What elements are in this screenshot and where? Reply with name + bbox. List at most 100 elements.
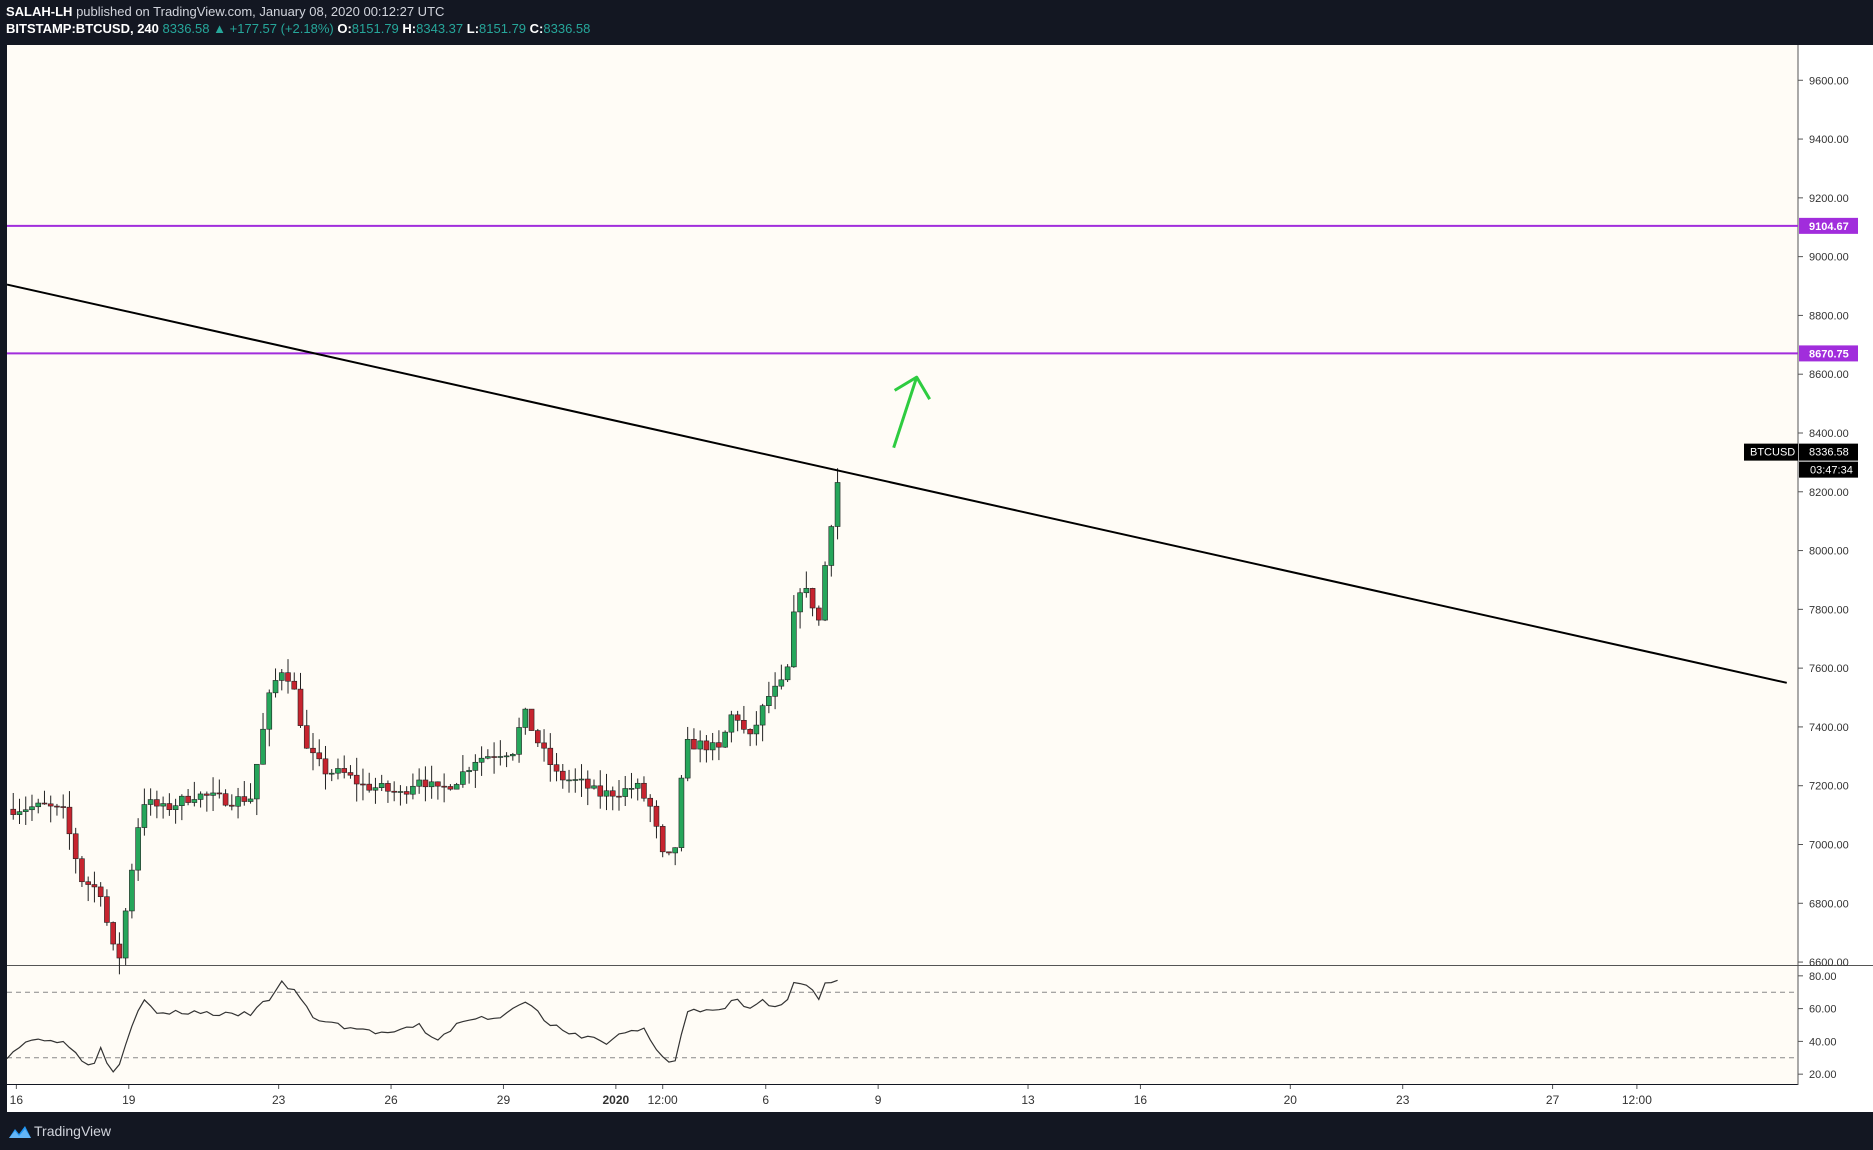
- candle: [528, 708, 535, 731]
- price-ticks: 6600.00 6800.00 7000.00 7200.00 7400.00 7600.…: [1798, 75, 1849, 1081]
- level-price-tag: [1799, 217, 1858, 234]
- candle-body: [135, 827, 141, 871]
- candle-body: [335, 768, 341, 774]
- candle-body: [360, 783, 366, 786]
- time-tick-label: 6: [762, 1093, 769, 1107]
- time-tick-label: 19: [122, 1093, 136, 1107]
- price-tick-label: 8800.00: [1809, 310, 1849, 322]
- candle-body: [535, 730, 541, 744]
- candle-body: [716, 742, 722, 748]
- candle: [628, 772, 635, 799]
- time-tick-label: 16: [1134, 1093, 1148, 1107]
- candle-body: [809, 588, 816, 609]
- candle: [303, 709, 310, 749]
- candle-body: [741, 719, 747, 730]
- candle: [416, 768, 422, 794]
- chart-canvas[interactable]: 6600.00 6800.00 7000.00 7200.00 7400.00 7600.…: [0, 44, 1873, 1112]
- time-tick-label: 23: [1396, 1093, 1410, 1107]
- candle-body: [141, 804, 148, 828]
- price-tick-label: 9400.00: [1809, 134, 1849, 146]
- symbol-interval[interactable]: BITSTAMP:BTCUSD, 240: [6, 21, 159, 36]
- tradingview-logo-icon[interactable]: [8, 1122, 32, 1142]
- candle: [641, 776, 647, 802]
- candle-body: [485, 756, 491, 759]
- candle: [154, 790, 160, 819]
- candle: [566, 769, 572, 793]
- candle-body: [697, 740, 703, 750]
- candle: [235, 787, 241, 819]
- candle: [297, 672, 304, 728]
- candle: [497, 740, 504, 766]
- candle-body: [678, 777, 685, 848]
- time-tick-label: 12:00: [1622, 1093, 1652, 1107]
- candle: [491, 742, 497, 774]
- time-tick-label: 12:00: [648, 1093, 678, 1107]
- candle-body: [191, 799, 198, 803]
- candle: [766, 681, 772, 714]
- price-change: +177.57 (+2.18%): [229, 21, 334, 36]
- time-axis[interactable]: [7, 1085, 1873, 1112]
- candle: [541, 729, 547, 762]
- price-tick-label: 9600.00: [1809, 75, 1849, 87]
- candle-body: [759, 705, 766, 726]
- candle-body: [91, 884, 98, 888]
- candle-body: [578, 778, 585, 781]
- candle-body: [366, 783, 372, 791]
- candle: [60, 794, 67, 819]
- candle-body: [104, 896, 110, 923]
- candle-body: [791, 611, 797, 668]
- candle-body: [166, 803, 173, 810]
- candle-body: [497, 756, 504, 758]
- level-price-tag: [1799, 345, 1858, 362]
- candle: [697, 730, 703, 763]
- candle: [403, 786, 410, 804]
- countdown-tag: [1799, 461, 1858, 478]
- candle-body: [541, 742, 547, 749]
- rsi-indicator: [6, 979, 1798, 1073]
- candle: [72, 827, 79, 874]
- candle: [322, 745, 329, 790]
- author-name[interactable]: SALAH-LH: [6, 4, 73, 19]
- candle: [54, 803, 60, 816]
- chart-header: SALAH-LH published on TradingView.com, J…: [0, 0, 1873, 44]
- candle: [422, 766, 429, 802]
- candle-body: [341, 768, 348, 773]
- rsi-pane[interactable]: [7, 966, 1798, 1084]
- candle-body: [466, 770, 472, 773]
- candle: [79, 856, 85, 887]
- candle-body: [622, 788, 629, 797]
- candle: [397, 785, 404, 806]
- low-label: L:: [466, 21, 480, 36]
- candle: [572, 768, 579, 793]
- candle: [335, 758, 341, 780]
- candle-body: [659, 826, 666, 853]
- candle: [166, 793, 173, 816]
- price-pane[interactable]: [7, 45, 1798, 965]
- candle-body: [110, 922, 116, 945]
- open-value: 8151.79: [351, 21, 399, 36]
- candle-body: [803, 588, 810, 594]
- candle: [229, 794, 235, 811]
- tradingview-brand[interactable]: TradingView: [34, 1123, 112, 1139]
- candle: [753, 711, 760, 746]
- candle: [503, 752, 510, 768]
- candle: [22, 796, 29, 825]
- candle: [222, 789, 229, 807]
- candle: [672, 847, 678, 866]
- candle-body: [684, 738, 691, 779]
- candle-body: [797, 592, 803, 613]
- symbol-tag: [1744, 443, 1798, 461]
- candle-body: [816, 607, 822, 621]
- time-ticks: 16 19 23 26 29 2020 12:00 6 9 13 16 20 23 27 12:00: [10, 1085, 1652, 1107]
- candle-body: [828, 526, 835, 566]
- candle-body: [79, 858, 85, 883]
- close-label: C:: [529, 21, 544, 36]
- candle: [622, 775, 629, 807]
- candle-body: [160, 803, 166, 807]
- candle: [778, 664, 785, 690]
- candle: [428, 765, 435, 799]
- candle: [216, 779, 223, 799]
- candle: [204, 791, 210, 812]
- open-label: O:: [337, 21, 352, 36]
- candle-body: [54, 805, 60, 808]
